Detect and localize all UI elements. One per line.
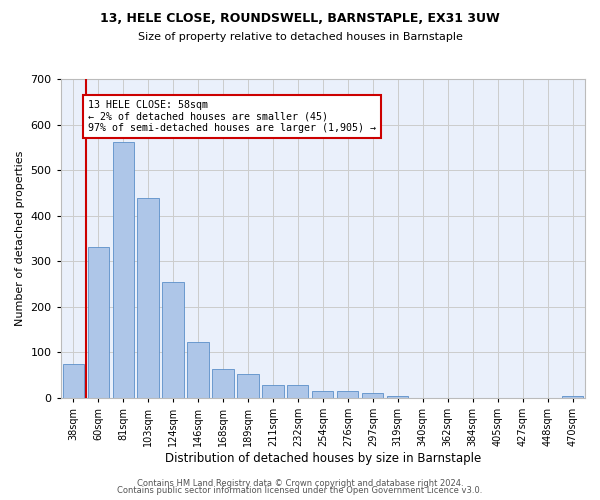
Bar	[287, 386, 308, 398]
Bar	[337, 391, 358, 398]
Bar	[113, 142, 134, 398]
Bar	[238, 374, 259, 398]
Text: 13 HELE CLOSE: 58sqm
← 2% of detached houses are smaller (45)
97% of semi-detach: 13 HELE CLOSE: 58sqm ← 2% of detached ho…	[88, 100, 376, 132]
Bar	[88, 246, 109, 398]
X-axis label: Distribution of detached houses by size in Barnstaple: Distribution of detached houses by size …	[165, 452, 481, 465]
Bar	[262, 386, 284, 398]
Bar	[387, 396, 409, 398]
Bar	[163, 282, 184, 398]
Text: 13, HELE CLOSE, ROUNDSWELL, BARNSTAPLE, EX31 3UW: 13, HELE CLOSE, ROUNDSWELL, BARNSTAPLE, …	[100, 12, 500, 26]
Bar	[562, 396, 583, 398]
Bar	[187, 342, 209, 398]
Y-axis label: Number of detached properties: Number of detached properties	[15, 151, 25, 326]
Bar	[62, 364, 84, 398]
Bar	[212, 370, 233, 398]
Bar	[362, 394, 383, 398]
Text: Contains public sector information licensed under the Open Government Licence v3: Contains public sector information licen…	[118, 486, 482, 495]
Text: Contains HM Land Registry data © Crown copyright and database right 2024.: Contains HM Land Registry data © Crown c…	[137, 478, 463, 488]
Text: Size of property relative to detached houses in Barnstaple: Size of property relative to detached ho…	[137, 32, 463, 42]
Bar	[312, 391, 334, 398]
Bar	[137, 198, 159, 398]
